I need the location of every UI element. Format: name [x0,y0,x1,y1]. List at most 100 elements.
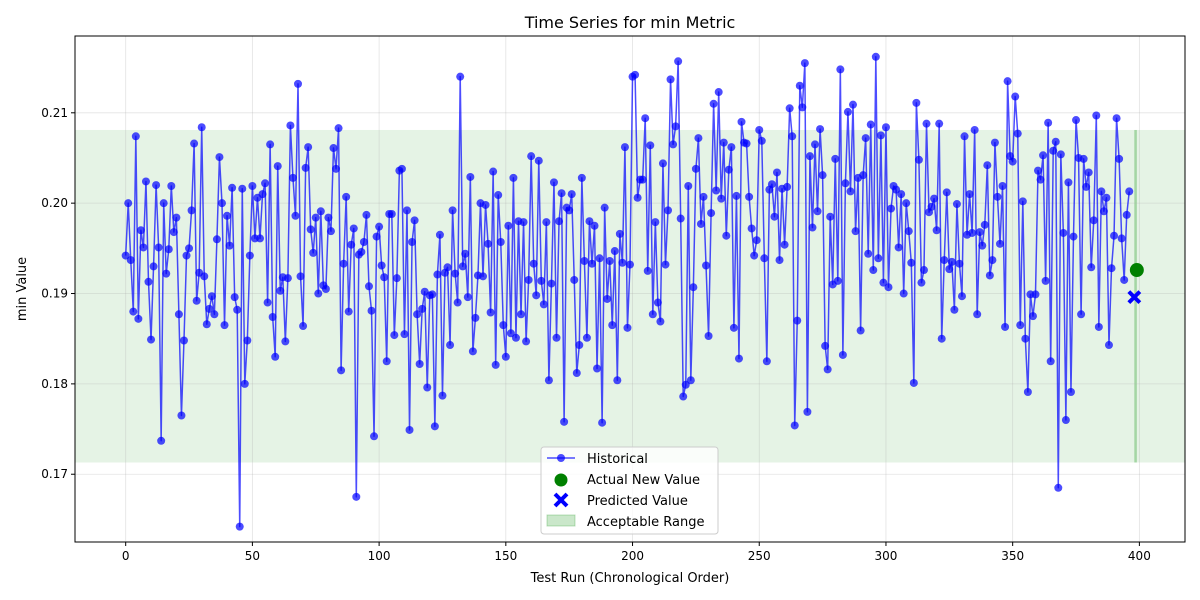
historical-point [494,191,503,200]
historical-point [864,249,873,258]
historical-point [509,173,518,182]
historical-point [1046,357,1055,366]
historical-point [433,270,442,279]
historical-point [230,293,239,302]
historical-point [187,206,196,215]
historical-point [1072,116,1081,125]
historical-point [342,192,351,201]
historical-point [329,144,338,153]
historical-point [402,206,411,215]
historical-point [223,211,232,220]
historical-point [707,209,716,218]
historical-point [547,279,556,288]
historical-point [364,282,373,291]
historical-point [1056,150,1065,159]
historical-point [415,360,424,368]
y-tick-label: 0.20 [41,196,68,210]
historical-point [169,228,178,237]
historical-point [846,187,855,196]
historical-point [836,65,845,74]
historical-point [370,432,379,441]
historical-point [935,119,944,128]
legend-historical-marker [557,454,565,462]
historical-point [1059,228,1068,237]
x-tick-label: 100 [368,549,391,563]
historical-point [215,153,224,162]
historical-point [676,214,685,223]
historical-point [283,274,292,283]
x-tick-label: 150 [494,549,517,563]
historical-point [276,286,285,295]
historical-point [1125,187,1134,196]
historical-point [623,323,632,332]
historical-point [1021,334,1030,343]
historical-point [294,79,303,88]
historical-point [392,274,401,283]
historical-point [757,136,766,145]
historical-point [742,139,751,148]
historical-point [382,357,391,366]
historical-point [225,241,234,250]
historical-point [468,347,477,356]
historical-point [689,283,698,292]
historical-point [973,310,982,319]
historical-point [387,210,396,218]
historical-point [271,352,280,361]
historical-point [691,164,700,173]
historical-point [179,336,188,345]
historical-point [491,360,500,369]
historical-point [605,256,614,265]
historical-point [499,321,508,330]
historical-point [912,98,921,107]
historical-point [595,254,604,263]
historical-point [818,171,827,180]
historical-point [945,265,954,274]
historical-point [243,336,252,345]
x-tick-label: 50 [245,549,260,563]
historical-point [978,241,987,250]
x-tick-label: 200 [621,549,644,563]
historical-point [750,251,759,260]
historical-point [709,99,718,108]
historical-point [136,226,145,235]
historical-point [575,341,584,350]
historical-point [1041,276,1050,285]
historical-point [418,304,427,313]
historical-point [600,203,609,212]
historical-point [147,335,156,344]
historical-point [1001,322,1010,331]
historical-point [567,190,576,199]
historical-point [466,172,475,181]
historical-point [603,294,612,303]
historical-point [519,218,528,227]
historical-point [914,155,923,164]
historical-point [375,222,384,231]
historical-point [539,300,548,309]
historical-point [957,292,966,301]
historical-point [1115,154,1124,163]
historical-point [324,213,333,222]
historical-point [448,206,457,215]
historical-point [1077,310,1086,319]
historical-point [1082,182,1091,191]
historical-point [314,289,323,298]
historical-point [423,383,432,392]
historical-point [641,114,650,123]
historical-point [838,350,847,359]
historical-point [152,181,161,190]
historical-point [696,219,705,228]
y-axis-label: min Value [15,257,30,321]
historical-point [435,230,444,239]
historical-point [582,333,591,342]
historical-point [1112,114,1121,123]
historical-point [897,190,906,199]
historical-point [157,436,166,445]
historical-point [752,236,761,245]
historical-point [164,245,173,254]
historical-point [861,134,870,143]
historical-point [1034,166,1043,175]
historical-point [339,259,348,268]
historical-point [887,204,896,213]
historical-point [517,310,526,319]
